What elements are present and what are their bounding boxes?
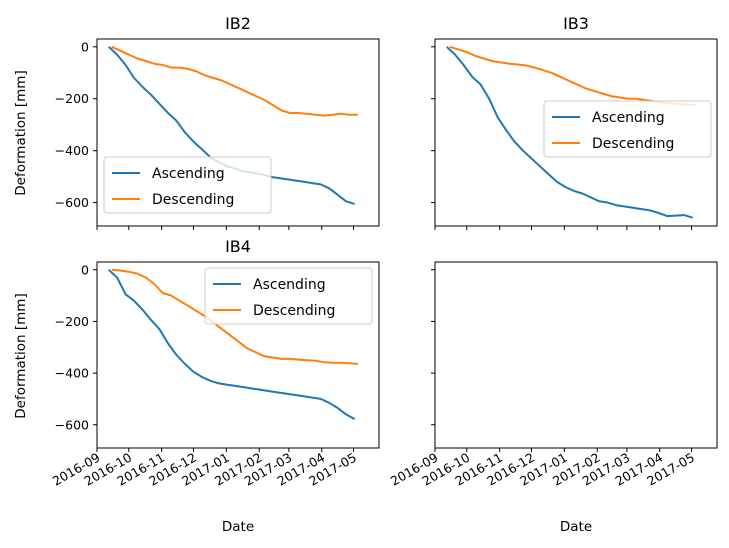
panel-title: IB4 xyxy=(225,237,251,256)
panel-title: IB3 xyxy=(563,14,589,33)
axes-frame xyxy=(96,38,380,227)
series-line-descending xyxy=(111,268,358,365)
legend-entry-ascending: Ascending xyxy=(152,166,225,182)
subplot-ib2: IB2 0 −200 −400 −600 Ascending Descending xyxy=(55,14,380,230)
legend-frame xyxy=(204,267,373,325)
legend: Ascending Descending xyxy=(103,156,272,214)
y-axis-label-bottom: Deformation [mm] xyxy=(13,293,29,418)
legend-frame xyxy=(103,156,272,214)
y-tick-label: 0 xyxy=(81,262,89,277)
y-tick-label: 0 xyxy=(81,39,89,54)
subplot-ib4: IB40−200−400−6002016-092016-102016-11201… xyxy=(50,237,380,489)
legend-entry-descending: Descending xyxy=(152,192,234,208)
y-tick-label: −600 xyxy=(55,417,89,432)
y-tick-label: −400 xyxy=(55,366,89,381)
axes-frame xyxy=(434,38,718,227)
series-line-descending xyxy=(111,45,358,117)
legend: Ascending Descending xyxy=(204,267,373,325)
legend: Ascending Descending xyxy=(543,100,712,158)
x-axis-label-right: Date xyxy=(560,519,592,535)
y-axis-label-top: Deformation [mm] xyxy=(13,70,29,195)
axes-frame xyxy=(96,261,380,449)
series-line-ascending xyxy=(108,269,356,420)
subplot-ib3: IB3 Ascending Descending xyxy=(431,14,718,230)
legend-entry-descending: Descending xyxy=(253,303,335,319)
subplot-empty: 2016-092016-102016-112016-122017-012017-… xyxy=(388,261,718,489)
y-tick-label: −400 xyxy=(55,143,89,158)
axes-frame xyxy=(434,261,718,449)
legend-entry-ascending: Ascending xyxy=(253,277,326,293)
y-tick-label: −600 xyxy=(55,195,89,210)
panel-title: IB2 xyxy=(225,14,251,33)
y-tick-label: −200 xyxy=(55,91,89,106)
legend-entry-descending: Descending xyxy=(592,136,674,152)
legend-frame xyxy=(543,100,712,158)
x-axis-label-left: Date xyxy=(222,519,254,535)
series-line-ascending xyxy=(446,46,693,219)
legend-entry-ascending: Ascending xyxy=(592,110,665,126)
y-tick-label: −200 xyxy=(55,314,89,329)
subplot-grid: IB2 0 −200 −400 −600 Ascending Descending IB3 As… xyxy=(50,14,718,489)
